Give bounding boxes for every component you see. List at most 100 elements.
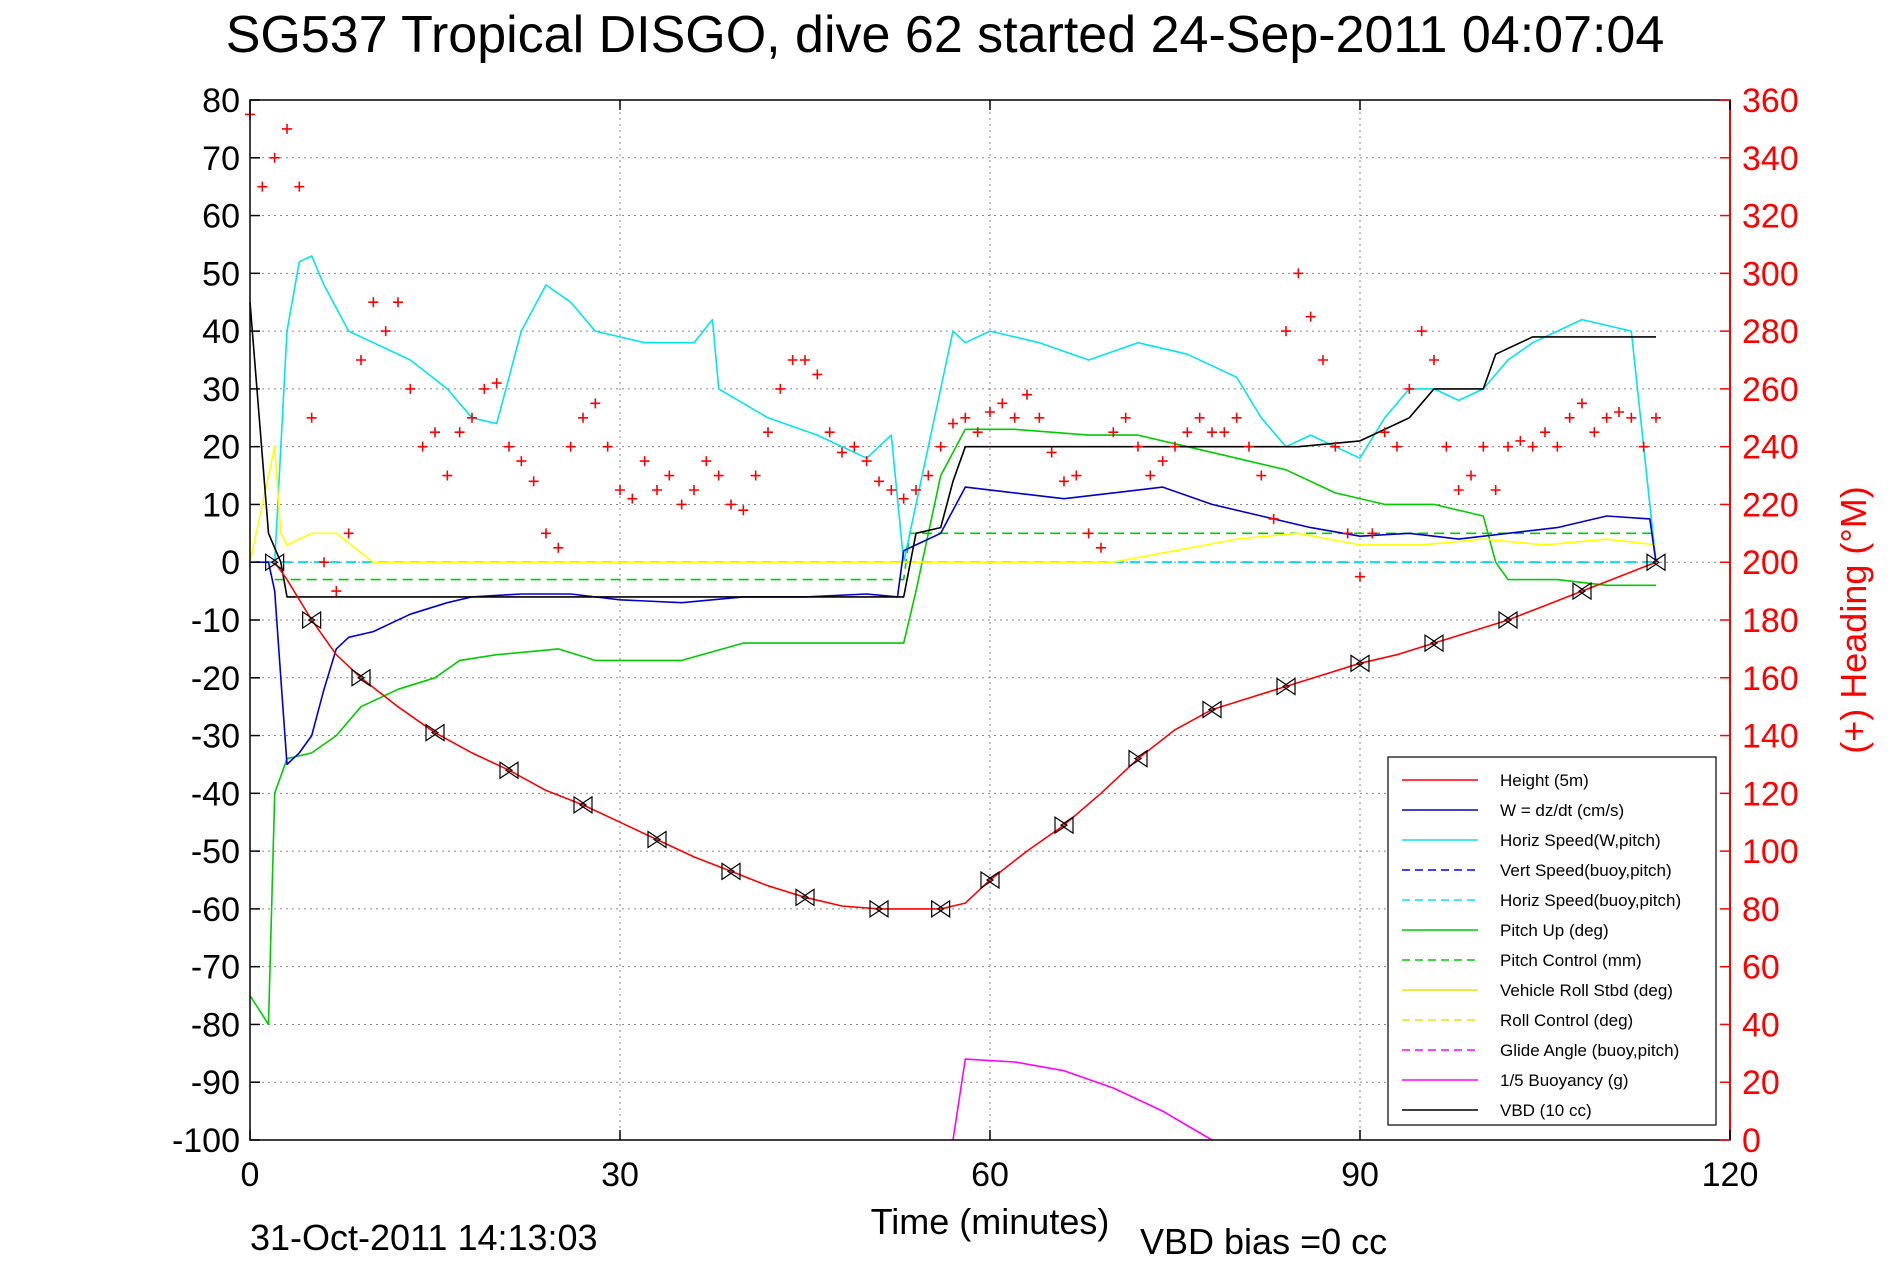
heading-point bbox=[1330, 441, 1341, 452]
heading-point bbox=[750, 470, 761, 481]
sample-marker bbox=[795, 888, 815, 907]
y-tick-label: 50 bbox=[202, 255, 240, 293]
right-y-tick-label: 160 bbox=[1742, 660, 1799, 698]
sample-marker bbox=[425, 723, 445, 742]
heading-point bbox=[1379, 427, 1390, 438]
series-line bbox=[952, 1058, 1213, 1141]
sample-marker bbox=[647, 830, 667, 849]
heading-point bbox=[417, 441, 428, 452]
heading-point bbox=[1466, 470, 1476, 481]
heading-point bbox=[1355, 571, 1365, 582]
y-tick-label: -70 bbox=[191, 949, 240, 987]
heading-point bbox=[1564, 412, 1575, 423]
heading-point bbox=[972, 427, 983, 438]
heading-point bbox=[1194, 412, 1205, 423]
heading-point bbox=[1305, 311, 1316, 322]
heading-point bbox=[553, 542, 564, 553]
heading-point bbox=[713, 470, 724, 481]
heading-point bbox=[454, 427, 465, 438]
y-tick-label: 30 bbox=[202, 371, 240, 409]
heading-point bbox=[615, 485, 625, 495]
heading-point bbox=[1626, 412, 1637, 423]
y-tick-label: 60 bbox=[202, 198, 240, 236]
heading-point bbox=[861, 456, 872, 467]
right-y-tick-label: 340 bbox=[1742, 140, 1799, 178]
y-tick-label: 0 bbox=[221, 544, 240, 582]
heading-point bbox=[1145, 470, 1156, 481]
heading-point bbox=[1046, 447, 1057, 458]
sample-marker bbox=[931, 899, 951, 919]
heading-point bbox=[639, 456, 650, 467]
heading-point bbox=[1490, 485, 1501, 495]
right-y-tick-label: 360 bbox=[1742, 82, 1799, 120]
right-y-axis-ticks: 3603403203002802602402202001801601401201… bbox=[1720, 82, 1799, 1160]
series-line bbox=[249, 428, 1656, 1026]
y-tick-label: -100 bbox=[172, 1122, 240, 1160]
legend-label: W = dz/dt (cm/s) bbox=[1500, 801, 1624, 820]
heading-point bbox=[257, 181, 268, 192]
legend-label: Horiz Speed(buoy,pitch) bbox=[1500, 891, 1681, 910]
heading-point bbox=[948, 418, 958, 429]
right-y-tick-label: 120 bbox=[1742, 775, 1799, 813]
y-tick-label: 40 bbox=[202, 313, 240, 351]
sample-marker bbox=[980, 870, 1000, 890]
heading-point bbox=[442, 470, 453, 481]
right-y-tick-label: 40 bbox=[1742, 1006, 1780, 1044]
heading-point bbox=[985, 407, 995, 417]
right-y-tick-label: 100 bbox=[1742, 833, 1799, 871]
sample-marker bbox=[499, 761, 519, 780]
sample-marker bbox=[1202, 700, 1222, 719]
heading-point bbox=[380, 326, 391, 337]
y-tick-label: 70 bbox=[202, 140, 240, 178]
y-tick-label: -40 bbox=[191, 775, 240, 813]
heading-point bbox=[763, 427, 773, 438]
legend-box bbox=[1387, 756, 1717, 1126]
heading-point bbox=[1614, 407, 1624, 417]
x-tick-label: 0 bbox=[241, 1156, 260, 1194]
heading-point bbox=[1170, 441, 1180, 452]
heading-point bbox=[1589, 427, 1600, 438]
heading-point bbox=[701, 456, 712, 467]
legend-label: Vehicle Roll Stbd (deg) bbox=[1500, 981, 1673, 1000]
heading-point bbox=[1133, 441, 1143, 452]
legend-label: Height (5m) bbox=[1500, 771, 1589, 790]
heading-point bbox=[306, 412, 317, 423]
heading-point bbox=[319, 557, 329, 568]
heading-point bbox=[467, 412, 477, 423]
heading-point bbox=[898, 493, 909, 504]
heading-point bbox=[664, 470, 675, 481]
heading-point bbox=[812, 369, 823, 380]
heading-point bbox=[935, 441, 946, 452]
right-y-tick-label: 0 bbox=[1742, 1122, 1761, 1160]
legend-label: Pitch Up (deg) bbox=[1500, 921, 1609, 940]
y-tick-label: 20 bbox=[202, 429, 240, 467]
heading-point bbox=[1219, 427, 1230, 438]
heading-point bbox=[479, 383, 490, 394]
heading-point bbox=[911, 485, 921, 495]
sample-marker bbox=[1128, 749, 1148, 768]
heading-point bbox=[824, 427, 835, 438]
right-y-axis-label: (+) Heading (°M) bbox=[1833, 486, 1874, 753]
right-y-tick-label: 180 bbox=[1742, 602, 1799, 640]
sample-marker bbox=[1350, 654, 1370, 673]
right-y-tick-label: 260 bbox=[1742, 371, 1799, 409]
heading-point bbox=[1268, 513, 1279, 524]
x-tick-label: 60 bbox=[971, 1156, 1009, 1194]
heading-point bbox=[689, 485, 699, 495]
heading-point bbox=[1392, 441, 1402, 452]
y-tick-label: -80 bbox=[191, 1006, 240, 1044]
right-y-tick-label: 320 bbox=[1742, 198, 1799, 236]
right-y-tick-label: 200 bbox=[1742, 544, 1799, 582]
heading-point bbox=[1244, 441, 1254, 452]
legend-label: VBD (10 cc) bbox=[1500, 1101, 1592, 1120]
heading-point bbox=[1404, 383, 1415, 394]
y-tick-label: -50 bbox=[191, 833, 240, 871]
sample-marker bbox=[1424, 633, 1444, 653]
heading-point bbox=[430, 427, 440, 438]
heading-point bbox=[528, 476, 539, 487]
y-tick-label: 10 bbox=[202, 486, 240, 524]
series-line bbox=[274, 532, 1656, 581]
heading-point bbox=[1009, 412, 1020, 423]
heading-point bbox=[849, 441, 860, 452]
heading-point bbox=[294, 181, 305, 192]
